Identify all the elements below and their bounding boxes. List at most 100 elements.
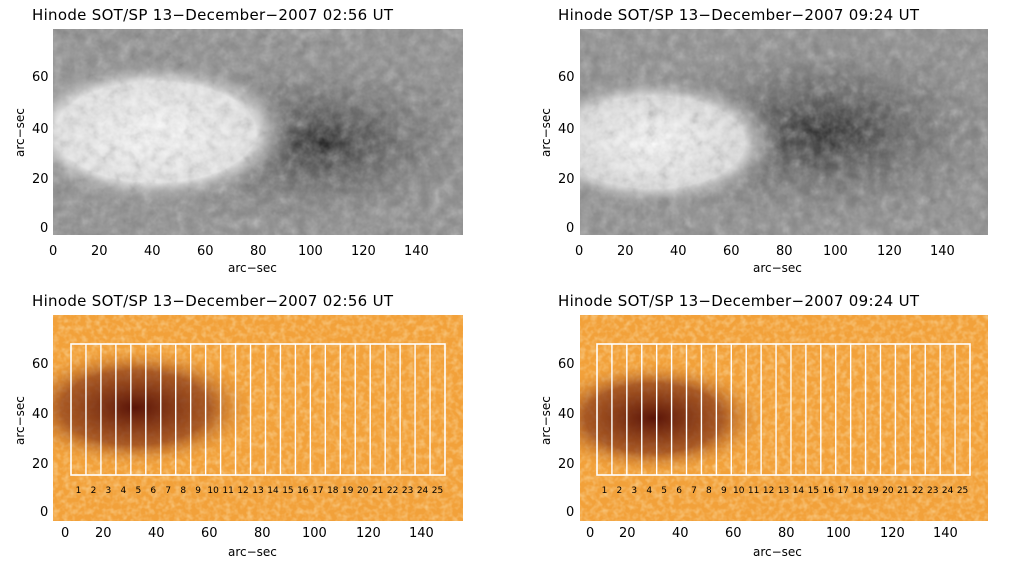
- strip-label: 9: [195, 486, 201, 496]
- strip-label: 19: [342, 486, 354, 496]
- tick-label: 100: [823, 244, 848, 259]
- strip-label: 17: [837, 486, 848, 496]
- strip-label: 6: [676, 486, 682, 496]
- tick-label: 0: [40, 505, 49, 520]
- strip-label: 25: [432, 486, 443, 496]
- tick-label: 120: [877, 244, 902, 259]
- tick-label: 80: [776, 244, 793, 259]
- tick-label: 140: [409, 526, 434, 541]
- strip-label: 13: [778, 486, 789, 496]
- tick-label: 20: [91, 244, 108, 259]
- strip-label: 17: [312, 486, 323, 496]
- strip-label: 15: [282, 486, 293, 496]
- strip-label: 24: [417, 486, 429, 496]
- strip-grid: 1 2 3 4 5 6 7 8 9 10 11 12 13 14 15 16 17 18 19 20 21 22 23 24 2…: [70, 343, 446, 496]
- strip-label: 7: [165, 486, 171, 496]
- strip-label: 6: [150, 486, 156, 496]
- strip-label: 12: [763, 486, 774, 496]
- tick-label: 40: [558, 407, 575, 422]
- strip-label: 13: [252, 486, 263, 496]
- tick-label: 40: [144, 244, 161, 259]
- x-axis-label: arc−sec: [753, 261, 802, 275]
- tick-label: 140: [404, 244, 429, 259]
- panel-title: Hinode SOT/SP 13−December−2007 02:56 UT: [32, 6, 394, 24]
- tick-label: 0: [40, 221, 49, 236]
- tick-label: 60: [558, 70, 575, 85]
- strip-label: 2: [617, 486, 623, 496]
- tick-label: 20: [32, 457, 49, 472]
- tick-label: 60: [32, 357, 49, 372]
- strip-label: 20: [882, 486, 894, 496]
- strip-label: 16: [297, 486, 309, 496]
- y-axis-label: arc−sec: [13, 108, 27, 157]
- strip-label: 2: [91, 486, 97, 496]
- y-axis-label: arc−sec: [539, 108, 553, 157]
- strip-label: 14: [793, 486, 805, 496]
- strip-label: 7: [691, 486, 697, 496]
- tick-label: 100: [302, 526, 327, 541]
- continuum-image: 1 2 3 4 5 6 7 8 9 10 11 12 13 14 15 16 17 18 19 20 21 22 23 24 2…: [580, 315, 988, 521]
- strip-label: 16: [823, 486, 835, 496]
- tick-label: 20: [558, 457, 575, 472]
- tick-label: 120: [356, 526, 381, 541]
- tick-label: 20: [558, 172, 575, 187]
- strip-label: 21: [897, 486, 908, 496]
- tick-label: 100: [298, 244, 323, 259]
- tick-label: 60: [32, 70, 49, 85]
- strip-grid: 1 2 3 4 5 6 7 8 9 10 11 12 13 14 15 16 17 18 19 20 21 22 23 24 2…: [596, 343, 971, 496]
- strip-label: 25: [957, 486, 968, 496]
- strip-label: 8: [180, 486, 186, 496]
- tick-label: 120: [880, 526, 905, 541]
- tick-label: 80: [254, 526, 271, 541]
- strip-label: 23: [927, 486, 938, 496]
- strip-label: 15: [808, 486, 819, 496]
- strip-label: 4: [646, 486, 652, 496]
- strip-label: 18: [327, 486, 339, 496]
- tick-label: 20: [32, 172, 49, 187]
- strip-label: 18: [852, 486, 864, 496]
- tick-label: 40: [148, 526, 165, 541]
- strip-grid-border: [70, 343, 446, 476]
- panel-title: Hinode SOT/SP 13−December−2007 09:24 UT: [558, 6, 920, 24]
- strip-label: 5: [135, 486, 141, 496]
- tick-label: 40: [670, 244, 687, 259]
- continuum-image: 1 2 3 4 5 6 7 8 9 10 11 12 13 14 15 16 17 18 19 20 21 22 23 24 2…: [53, 315, 463, 521]
- strip-label: 19: [867, 486, 879, 496]
- tick-label: 20: [95, 526, 112, 541]
- strip-label: 22: [912, 486, 923, 496]
- strip-label: 20: [357, 486, 369, 496]
- tick-label: 40: [672, 526, 689, 541]
- x-axis-label: arc−sec: [228, 545, 277, 559]
- strip-label: 21: [372, 486, 383, 496]
- strip-label: 3: [106, 486, 112, 496]
- magnetogram-image: [580, 29, 988, 235]
- tick-label: 0: [566, 505, 575, 520]
- x-axis-label: arc−sec: [228, 261, 277, 275]
- tick-label: 0: [575, 244, 584, 259]
- tick-label: 20: [617, 244, 634, 259]
- strip-label: 12: [237, 486, 248, 496]
- strip-label: 14: [267, 486, 279, 496]
- tick-label: 0: [586, 526, 595, 541]
- strip-label: 1: [602, 486, 608, 496]
- strip-label: 10: [733, 486, 745, 496]
- tick-label: 60: [725, 526, 742, 541]
- tick-label: 40: [32, 122, 49, 137]
- strip-label: 4: [120, 486, 126, 496]
- strip-label: 5: [661, 486, 667, 496]
- tick-label: 60: [723, 244, 740, 259]
- tick-label: 40: [558, 122, 575, 137]
- strip-label: 23: [402, 486, 413, 496]
- magnetogram-image: [53, 29, 463, 235]
- y-axis-label: arc−sec: [539, 396, 553, 445]
- tick-label: 140: [933, 526, 958, 541]
- strip-label: 10: [207, 486, 219, 496]
- x-axis-label: arc−sec: [753, 545, 802, 559]
- strip-label: 11: [748, 486, 759, 496]
- tick-label: 20: [619, 526, 636, 541]
- tick-label: 120: [351, 244, 376, 259]
- strip-label: 8: [706, 486, 712, 496]
- tick-label: 100: [826, 526, 851, 541]
- panel-title: Hinode SOT/SP 13−December−2007 02:56 UT: [32, 292, 394, 310]
- tick-label: 0: [61, 526, 70, 541]
